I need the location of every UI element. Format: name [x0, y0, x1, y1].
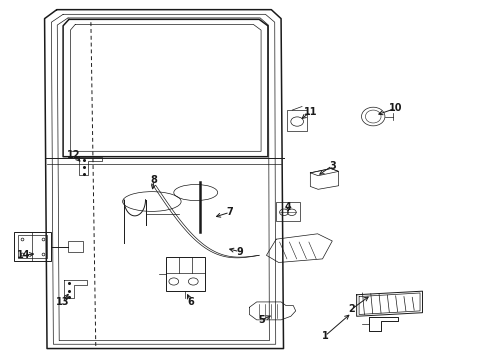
Bar — [18, 235, 46, 258]
Text: 14: 14 — [17, 250, 30, 260]
Text: 13: 13 — [56, 297, 69, 307]
Text: 6: 6 — [187, 297, 194, 307]
Text: 12: 12 — [67, 150, 81, 160]
Text: 4: 4 — [285, 202, 291, 212]
Text: 1: 1 — [321, 331, 327, 341]
Text: 3: 3 — [328, 161, 335, 171]
Text: 8: 8 — [150, 175, 158, 185]
Text: 5: 5 — [258, 315, 264, 325]
Bar — [68, 241, 82, 252]
Text: 2: 2 — [347, 304, 354, 314]
Text: 9: 9 — [236, 247, 243, 257]
Text: 7: 7 — [226, 207, 233, 217]
Bar — [276, 202, 299, 221]
Bar — [166, 257, 204, 291]
Bar — [287, 110, 306, 131]
Text: 10: 10 — [388, 103, 402, 113]
Text: 11: 11 — [303, 107, 316, 117]
Bar — [14, 232, 51, 261]
